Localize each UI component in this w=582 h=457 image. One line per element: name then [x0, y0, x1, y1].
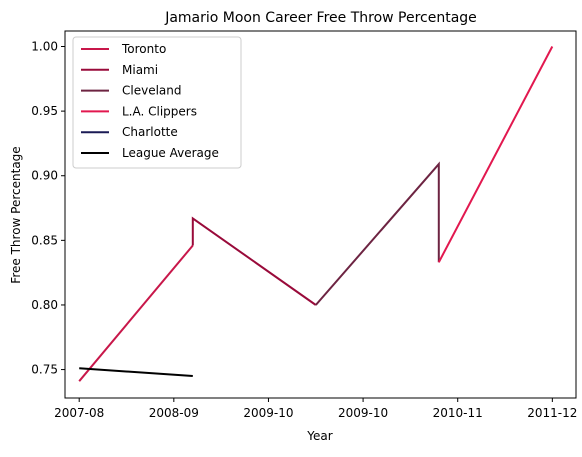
- y-tick-label: 0.75: [31, 363, 58, 377]
- x-tick-label: 2009-10: [338, 406, 388, 420]
- series-line-0: [79, 246, 193, 382]
- y-tick-label: 0.90: [31, 169, 58, 183]
- x-tick-label: 2009-10: [243, 406, 293, 420]
- chart-title: Jamario Moon Career Free Throw Percentag…: [164, 10, 477, 26]
- legend-label: League Average: [122, 146, 219, 160]
- series-line-2: [316, 164, 439, 305]
- y-tick-label: 0.80: [31, 298, 58, 312]
- legend-label: Miami: [122, 63, 158, 77]
- series-line-5: [79, 368, 193, 376]
- legend-label: Toronto: [121, 42, 166, 56]
- x-tick-label: 2010-11: [433, 406, 483, 420]
- y-tick-label: 1.00: [31, 40, 58, 54]
- x-tick-label: 2008-09: [149, 406, 199, 420]
- legend-label: Cleveland: [122, 84, 182, 98]
- legend-label: Charlotte: [122, 125, 178, 139]
- series-line-1: [193, 218, 316, 305]
- x-axis-ticks: 2007-08 2008-09 2009-10 2009-10 2010-11 2011-…: [54, 398, 577, 420]
- legend-label: L.A. Clippers: [122, 104, 197, 118]
- x-tick-label: 2011-12: [527, 406, 577, 420]
- y-axis-title: Free Throw Percentage: [9, 146, 23, 283]
- y-axis-ticks: 0.75 0.80 0.85 0.90 0.95 1.00: [31, 40, 65, 377]
- y-tick-label: 0.95: [31, 104, 58, 118]
- legend: Toronto Miami Cleveland L.A. Clippers Charlo…: [73, 37, 241, 168]
- x-axis-title: Year: [306, 429, 332, 443]
- series-line-3: [439, 47, 553, 263]
- x-tick-label: 2007-08: [54, 406, 104, 420]
- y-tick-label: 0.85: [31, 233, 58, 247]
